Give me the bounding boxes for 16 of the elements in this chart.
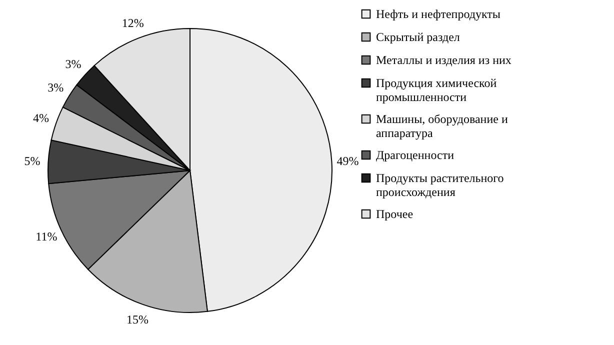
legend-label: Машины, оборудование и аппаратура <box>376 112 508 140</box>
legend-label: Продукция химической промышленности <box>376 76 498 104</box>
data-label: 3% <box>48 80 64 94</box>
legend-label: Скрытый раздел <box>376 30 460 44</box>
data-label: 4% <box>32 110 49 125</box>
data-label: 15% <box>126 312 148 327</box>
data-label: 49% <box>336 154 359 168</box>
legend-label: Продукты растительного происхождения <box>376 171 504 199</box>
data-label: 12% <box>122 16 144 30</box>
data-label: 5% <box>24 154 40 168</box>
legend-label: Драгоценности <box>376 148 455 162</box>
legend-label: Нефть и нефтепродукты <box>376 7 500 21</box>
legend-label: Прочее <box>376 207 414 221</box>
data-label: 11% <box>36 230 58 244</box>
data-label: 3% <box>65 57 82 72</box>
legend-label: Металлы и изделия из них <box>376 53 512 67</box>
